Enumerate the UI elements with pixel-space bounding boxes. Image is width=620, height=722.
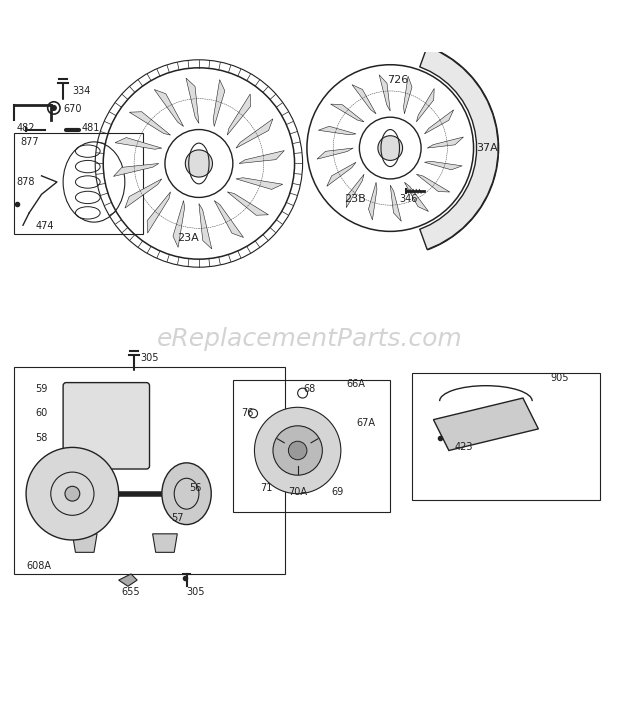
Text: 37A: 37A: [477, 143, 498, 153]
Circle shape: [273, 426, 322, 475]
Polygon shape: [236, 178, 283, 189]
Circle shape: [254, 407, 341, 494]
Polygon shape: [125, 179, 162, 208]
Polygon shape: [113, 163, 159, 176]
Polygon shape: [417, 89, 434, 122]
Text: 59: 59: [35, 384, 48, 393]
Text: 71: 71: [260, 482, 273, 492]
Polygon shape: [153, 534, 177, 552]
Text: 305: 305: [140, 353, 159, 363]
Text: 58: 58: [35, 433, 48, 443]
Text: 23A: 23A: [177, 232, 199, 243]
Polygon shape: [327, 162, 356, 186]
Polygon shape: [154, 90, 184, 126]
Text: 726: 726: [387, 75, 409, 85]
Text: 482: 482: [17, 123, 35, 134]
Polygon shape: [215, 201, 244, 238]
Text: 655: 655: [122, 588, 140, 598]
Circle shape: [288, 441, 307, 460]
Text: 905: 905: [551, 373, 569, 383]
Text: 334: 334: [73, 86, 91, 95]
Polygon shape: [433, 398, 538, 451]
Bar: [14, 367, 285, 574]
Polygon shape: [425, 161, 462, 170]
Polygon shape: [186, 78, 199, 123]
Polygon shape: [404, 182, 428, 212]
FancyBboxPatch shape: [63, 383, 149, 469]
Polygon shape: [379, 75, 390, 111]
Polygon shape: [228, 192, 268, 215]
Text: 670: 670: [63, 104, 82, 114]
Polygon shape: [317, 148, 353, 159]
Text: 481: 481: [82, 123, 100, 134]
Text: 66A: 66A: [347, 379, 366, 388]
Circle shape: [185, 150, 213, 177]
Text: 56: 56: [190, 482, 202, 492]
Text: 67A: 67A: [356, 418, 375, 427]
Bar: [412, 373, 600, 500]
Polygon shape: [427, 137, 464, 148]
Circle shape: [65, 487, 80, 501]
Polygon shape: [236, 119, 273, 148]
Text: 70A: 70A: [288, 487, 308, 497]
Text: 57: 57: [171, 513, 184, 523]
Polygon shape: [390, 185, 401, 222]
Polygon shape: [118, 574, 137, 586]
Text: 23B: 23B: [344, 193, 366, 204]
Ellipse shape: [162, 463, 211, 525]
Polygon shape: [173, 201, 185, 248]
Polygon shape: [228, 94, 250, 135]
Polygon shape: [213, 79, 225, 126]
Text: 346: 346: [399, 194, 418, 204]
Text: 305: 305: [187, 588, 205, 598]
Text: 608A: 608A: [26, 561, 51, 571]
Text: 69: 69: [332, 487, 344, 497]
Circle shape: [51, 105, 57, 111]
Polygon shape: [147, 192, 171, 233]
Polygon shape: [130, 112, 170, 135]
Circle shape: [26, 448, 118, 540]
Bar: [14, 133, 143, 235]
Polygon shape: [404, 76, 412, 114]
Text: 877: 877: [20, 137, 38, 147]
Bar: [233, 380, 390, 512]
Polygon shape: [347, 174, 364, 208]
Text: eReplacementParts.com: eReplacementParts.com: [157, 327, 463, 352]
Polygon shape: [425, 110, 454, 134]
Circle shape: [378, 136, 402, 160]
Polygon shape: [330, 104, 364, 122]
Polygon shape: [199, 204, 212, 249]
Text: 76: 76: [241, 409, 253, 419]
Text: 60: 60: [35, 409, 48, 419]
Text: 423: 423: [455, 443, 474, 453]
Polygon shape: [73, 534, 97, 552]
Polygon shape: [368, 182, 377, 220]
Text: 474: 474: [35, 222, 54, 231]
Text: 878: 878: [17, 177, 35, 187]
Polygon shape: [420, 46, 498, 250]
Polygon shape: [352, 84, 376, 114]
Text: 68: 68: [304, 384, 316, 393]
Polygon shape: [239, 151, 285, 163]
Polygon shape: [417, 174, 450, 192]
Polygon shape: [318, 126, 356, 135]
Polygon shape: [115, 138, 162, 149]
